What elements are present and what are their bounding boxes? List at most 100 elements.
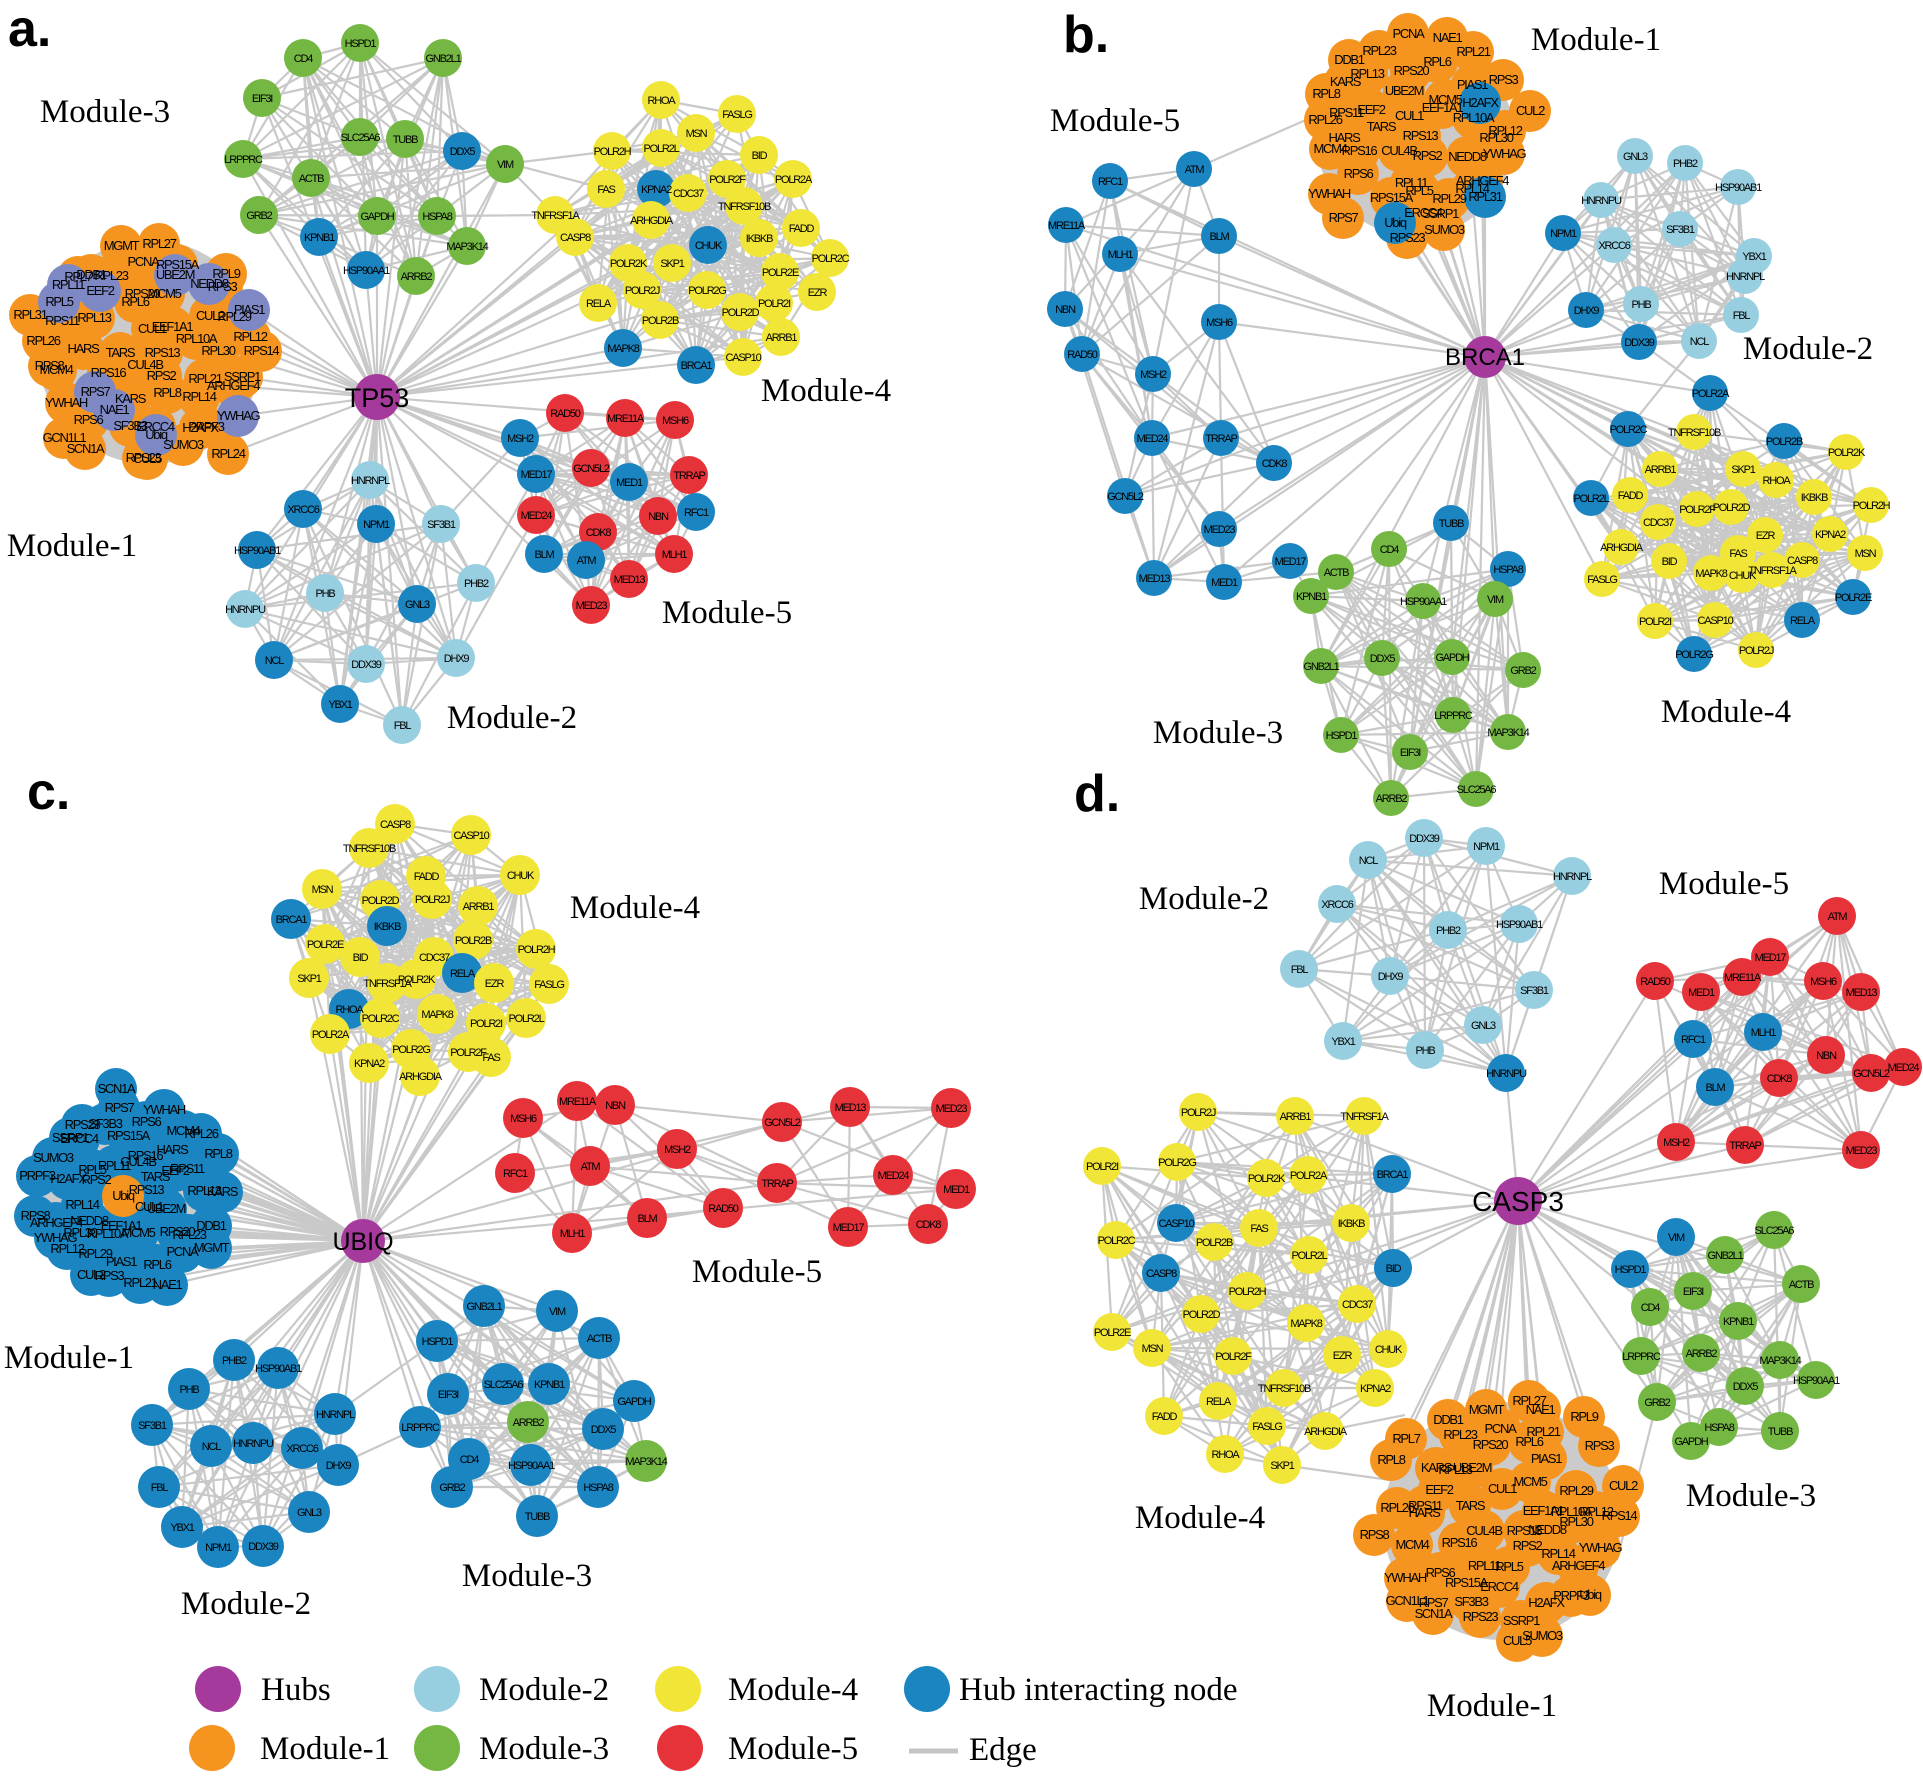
svg-text:NBN: NBN bbox=[1816, 1050, 1837, 1062]
svg-text:XRCC6: XRCC6 bbox=[1321, 899, 1353, 911]
svg-text:CASP10: CASP10 bbox=[1159, 1218, 1195, 1230]
svg-text:RPS2: RPS2 bbox=[1513, 1538, 1543, 1553]
svg-text:H2AFX: H2AFX bbox=[1528, 1595, 1565, 1610]
svg-text:DHX9: DHX9 bbox=[1378, 971, 1404, 983]
svg-text:SLC25A6: SLC25A6 bbox=[341, 132, 381, 144]
svg-text:TNFRSF10B: TNFRSF10B bbox=[718, 201, 771, 213]
svg-text:PCNA: PCNA bbox=[167, 1244, 200, 1259]
svg-text:SF3B1: SF3B1 bbox=[1520, 985, 1549, 997]
svg-text:ARHGEF4: ARHGEF4 bbox=[207, 378, 260, 393]
svg-text:ACTB: ACTB bbox=[1324, 567, 1349, 579]
svg-text:HARS: HARS bbox=[157, 1142, 190, 1157]
svg-text:MED17: MED17 bbox=[1755, 952, 1787, 964]
svg-text:Module-4: Module-4 bbox=[761, 373, 891, 409]
svg-text:RPL6: RPL6 bbox=[1423, 54, 1451, 69]
svg-text:CUL4B: CUL4B bbox=[1466, 1523, 1502, 1538]
svg-text:PRPF3: PRPF3 bbox=[188, 419, 224, 434]
svg-text:GNB2L1: GNB2L1 bbox=[426, 53, 462, 65]
svg-text:DDX39: DDX39 bbox=[351, 659, 382, 671]
svg-text:RPS3: RPS3 bbox=[95, 1268, 125, 1283]
svg-text:RPS7: RPS7 bbox=[105, 1100, 135, 1115]
svg-text:POLR2G: POLR2G bbox=[1675, 649, 1713, 661]
svg-text:RELA: RELA bbox=[450, 968, 476, 980]
svg-text:RPL5: RPL5 bbox=[1405, 183, 1433, 198]
svg-text:PHB2: PHB2 bbox=[222, 1355, 247, 1367]
svg-text:RPL10A: RPL10A bbox=[87, 1226, 129, 1241]
svg-text:POLR2A: POLR2A bbox=[775, 174, 813, 186]
svg-text:MSH6: MSH6 bbox=[510, 1113, 537, 1125]
svg-text:EZR: EZR bbox=[808, 287, 828, 299]
svg-text:RPL26: RPL26 bbox=[26, 333, 60, 348]
svg-text:POLR2K: POLR2K bbox=[1828, 447, 1866, 459]
svg-text:GAPDH: GAPDH bbox=[1674, 1436, 1708, 1448]
svg-text:Module-1: Module-1 bbox=[4, 1340, 134, 1376]
svg-text:b.: b. bbox=[1063, 6, 1109, 64]
svg-text:a.: a. bbox=[8, 0, 51, 58]
svg-text:YWHAH: YWHAH bbox=[1308, 186, 1351, 201]
svg-text:POLR2F: POLR2F bbox=[450, 1047, 487, 1059]
svg-text:BRCA1: BRCA1 bbox=[1377, 1169, 1409, 1181]
svg-text:EIF3I: EIF3I bbox=[1400, 747, 1421, 759]
svg-text:RPL30: RPL30 bbox=[63, 1225, 97, 1240]
svg-text:MED1: MED1 bbox=[616, 477, 643, 489]
svg-text:POLR2J: POLR2J bbox=[415, 894, 450, 906]
svg-text:NAE1: NAE1 bbox=[153, 1277, 183, 1292]
svg-text:DDB1: DDB1 bbox=[1433, 1412, 1464, 1427]
svg-text:TUBB: TUBB bbox=[1439, 518, 1464, 530]
svg-text:LRPPRC: LRPPRC bbox=[1622, 1351, 1661, 1363]
svg-text:XRCC6: XRCC6 bbox=[287, 504, 319, 516]
svg-text:HARS: HARS bbox=[68, 341, 101, 356]
svg-text:POLR2H: POLR2H bbox=[518, 944, 556, 956]
svg-text:MED1: MED1 bbox=[1688, 987, 1715, 999]
svg-text:GNL3: GNL3 bbox=[1471, 1020, 1496, 1032]
svg-text:RPS14: RPS14 bbox=[244, 343, 280, 358]
svg-text:RPL10A: RPL10A bbox=[1551, 1504, 1593, 1519]
svg-text:PHB: PHB bbox=[1631, 299, 1651, 311]
svg-text:RPS23: RPS23 bbox=[65, 1117, 101, 1132]
svg-text:FASLG: FASLG bbox=[1252, 1421, 1282, 1433]
svg-text:YWHAG: YWHAG bbox=[1579, 1540, 1623, 1555]
svg-text:RPL12: RPL12 bbox=[1488, 123, 1522, 138]
svg-text:KPNB1: KPNB1 bbox=[304, 232, 335, 244]
svg-text:MED23: MED23 bbox=[1204, 524, 1236, 536]
svg-text:MED24: MED24 bbox=[1137, 433, 1169, 445]
svg-text:DDB1: DDB1 bbox=[76, 267, 107, 282]
svg-text:RPL14: RPL14 bbox=[1455, 181, 1489, 196]
svg-text:KARS: KARS bbox=[1330, 74, 1362, 89]
svg-text:EIF3I: EIF3I bbox=[252, 93, 273, 105]
svg-text:RPL21: RPL21 bbox=[123, 1275, 157, 1290]
svg-text:MCM5: MCM5 bbox=[1513, 1474, 1547, 1489]
svg-text:BRCA1: BRCA1 bbox=[681, 360, 713, 372]
svg-text:MED13: MED13 bbox=[1846, 987, 1878, 999]
svg-text:CHUK: CHUK bbox=[507, 870, 535, 882]
svg-text:MED13: MED13 bbox=[614, 574, 646, 586]
svg-text:MCM4: MCM4 bbox=[39, 362, 73, 377]
svg-text:MSH6: MSH6 bbox=[662, 415, 689, 427]
svg-text:MSN: MSN bbox=[1142, 1343, 1164, 1355]
svg-text:ERCC4: ERCC4 bbox=[136, 419, 175, 434]
svg-text:MSN: MSN bbox=[686, 128, 708, 140]
svg-text:RPL8: RPL8 bbox=[1312, 86, 1340, 101]
svg-text:DDX39: DDX39 bbox=[1624, 337, 1655, 349]
svg-text:Module-1: Module-1 bbox=[1531, 22, 1661, 58]
svg-text:RPS20: RPS20 bbox=[1473, 1437, 1509, 1452]
svg-text:CDC37: CDC37 bbox=[419, 952, 450, 964]
svg-text:ARRB1: ARRB1 bbox=[1645, 464, 1677, 476]
svg-text:HNRNPL: HNRNPL bbox=[351, 475, 390, 487]
svg-text:MED1: MED1 bbox=[943, 1184, 970, 1196]
svg-text:Ubiq: Ubiq bbox=[1384, 215, 1407, 230]
svg-text:FAS: FAS bbox=[482, 1052, 500, 1064]
svg-text:RPS8: RPS8 bbox=[35, 358, 65, 373]
svg-text:SF3B1: SF3B1 bbox=[1666, 224, 1695, 236]
svg-text:Module-3: Module-3 bbox=[1686, 1478, 1816, 1514]
svg-text:GAPDH: GAPDH bbox=[360, 211, 394, 223]
svg-text:HNRNPL: HNRNPL bbox=[1726, 271, 1765, 283]
svg-text:DDX39: DDX39 bbox=[248, 1541, 279, 1553]
svg-text:HNRNPL: HNRNPL bbox=[316, 1409, 355, 1421]
svg-text:POLR2C: POLR2C bbox=[362, 1013, 400, 1025]
svg-text:RPS3: RPS3 bbox=[1489, 72, 1519, 87]
svg-text:d.: d. bbox=[1074, 765, 1120, 823]
svg-text:RPL6: RPL6 bbox=[121, 294, 149, 309]
svg-text:RFC1: RFC1 bbox=[1098, 176, 1123, 188]
svg-text:ARHGDIA: ARHGDIA bbox=[399, 1071, 443, 1083]
